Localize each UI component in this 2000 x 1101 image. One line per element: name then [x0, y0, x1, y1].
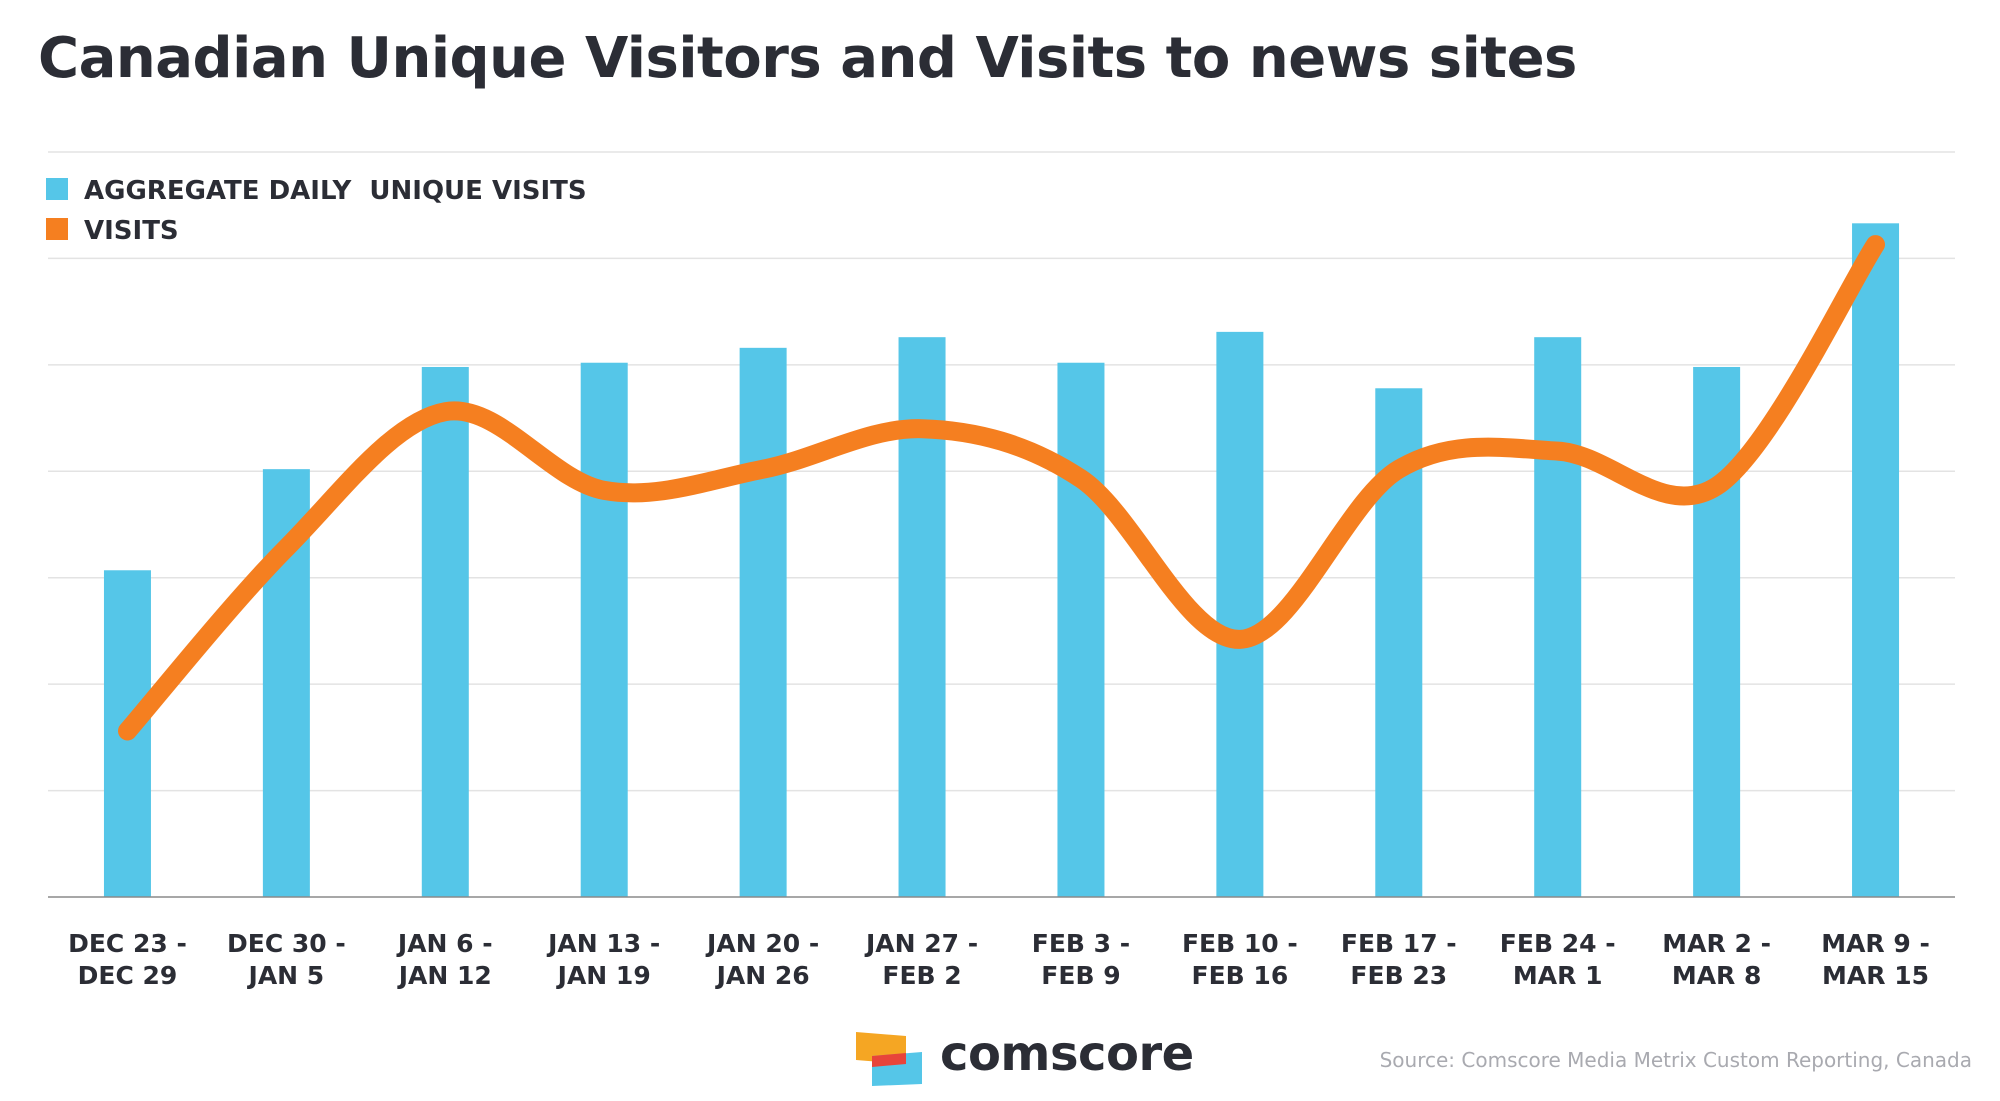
legend-label-visits: VISITS — [84, 216, 179, 246]
bar-2 — [421, 366, 469, 897]
bar-9 — [1534, 337, 1582, 898]
x-tick-label-7: FEB 10 -FEB 16 — [1182, 929, 1298, 990]
bar-7 — [1216, 331, 1264, 898]
legend-swatch-unique-visits — [46, 178, 68, 200]
bar-10 — [1693, 366, 1741, 897]
x-tick-label-10: MAR 2 -MAR 8 — [1662, 929, 1771, 990]
legend: AGGREGATE DAILY UNIQUE VISITS VISITS — [46, 176, 587, 246]
bar-6 — [1057, 362, 1105, 897]
x-tick-label-8: FEB 17 -FEB 23 — [1341, 929, 1457, 990]
bar-4 — [739, 347, 787, 897]
bar-11 — [1852, 223, 1900, 898]
x-tick-label-11: MAR 9 -MAR 15 — [1821, 929, 1930, 990]
chart-title: Canadian Unique Visitors and Visits to n… — [38, 26, 1577, 91]
comscore-wordmark: comscore — [940, 1026, 1194, 1082]
x-tick-label-4: JAN 20 -JAN 26 — [705, 929, 819, 990]
x-tick-label-3: JAN 13 -JAN 19 — [546, 929, 660, 990]
legend-label-unique-visits: AGGREGATE DAILY UNIQUE VISITS — [84, 176, 587, 206]
comscore-logo-icon — [856, 1032, 922, 1086]
x-tick-label-1: DEC 30 -JAN 5 — [227, 929, 346, 990]
bar-series — [103, 223, 1900, 898]
source-note: Source: Comscore Media Metrix Custom Rep… — [1379, 1048, 1972, 1072]
x-tick-label-9: FEB 24 -MAR 1 — [1500, 929, 1616, 990]
legend-swatch-visits — [46, 218, 68, 240]
x-tick-labels: DEC 23 -DEC 29 DEC 30 -JAN 5 JAN 6 -JAN 12… — [68, 929, 1930, 990]
x-tick-label-6: FEB 3 -FEB 9 — [1032, 929, 1130, 990]
x-tick-label-5: JAN 27 -FEB 2 — [864, 929, 978, 990]
gridlines — [48, 151, 1955, 792]
x-tick-label-0: DEC 23 -DEC 29 — [68, 929, 187, 990]
visits-line — [118, 235, 1885, 741]
bar-3 — [580, 362, 628, 897]
x-tick-label-2: JAN 6 -JAN 12 — [396, 929, 493, 990]
